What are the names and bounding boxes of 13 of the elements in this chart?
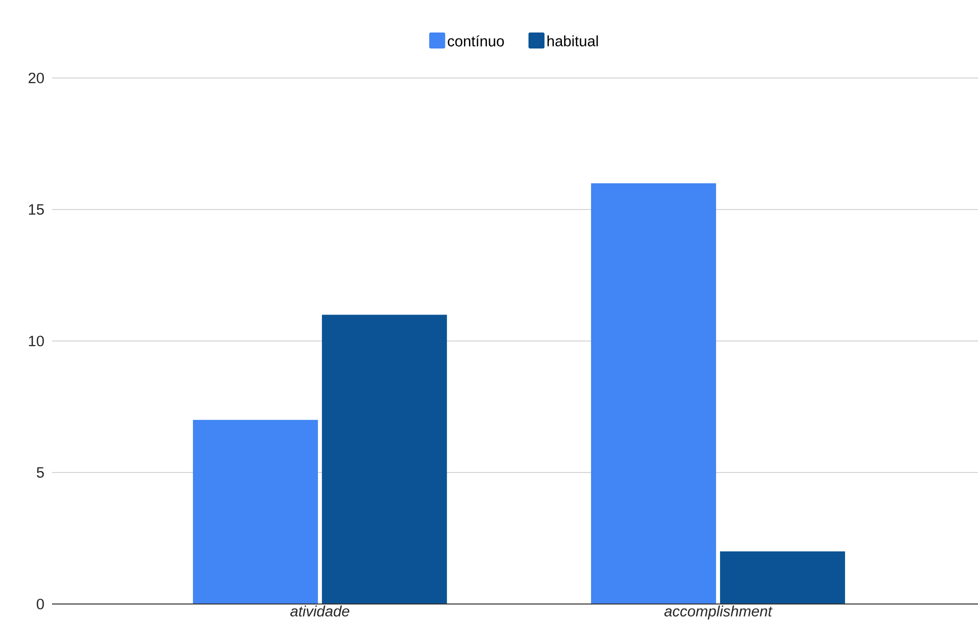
y-tick-label: 10 <box>29 336 44 346</box>
y-tick-label: 5 <box>36 467 44 478</box>
x-tick-label: accomplishment <box>664 606 773 620</box>
legend-label: contínuo <box>448 35 504 46</box>
y-tick-label: 20 <box>28 72 44 84</box>
bar <box>322 314 447 604</box>
bar <box>192 420 318 604</box>
x-tick-label: atividade <box>290 606 350 617</box>
y-tick-label: 0 <box>36 598 44 610</box>
bar <box>591 183 716 604</box>
y-tick-label: 15 <box>29 204 44 215</box>
legend-label: habitual <box>548 35 598 46</box>
bar <box>720 551 846 604</box>
